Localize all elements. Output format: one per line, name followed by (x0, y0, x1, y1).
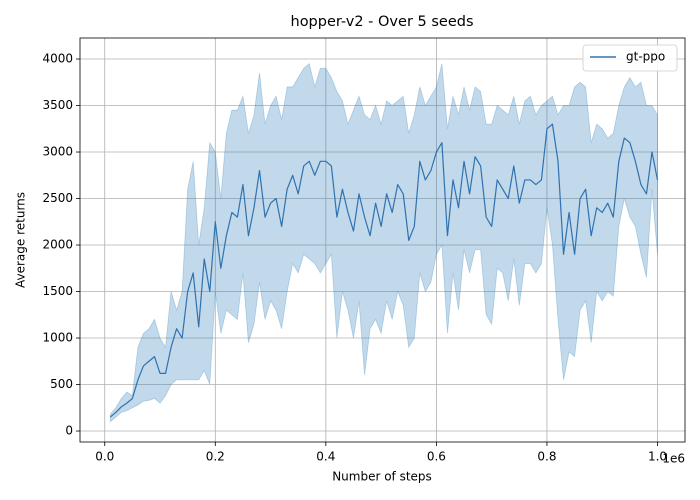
x-tick-label: 1.0 (648, 450, 667, 464)
x-tick-label: 0.4 (316, 450, 335, 464)
legend-box (582, 44, 678, 72)
x-tick-label: 0.0 (95, 450, 114, 464)
mean-line (109, 123, 659, 418)
y-tick-label: 1500 (42, 284, 73, 298)
y-tick-label: 500 (50, 377, 73, 391)
x-tick-label: 0.6 (427, 450, 446, 464)
y-tick-label: 3500 (42, 98, 73, 112)
y-tick-label: 2500 (42, 191, 73, 205)
x-tick-label: 0.2 (206, 450, 225, 464)
y-tick-label: 3000 (42, 145, 73, 159)
legend-label: gt-ppo (626, 50, 665, 64)
x-axis-label: Number of steps (332, 470, 432, 484)
y-tick-label: 4000 (42, 52, 73, 66)
plot-frame (79, 37, 686, 443)
y-axis-label: Average returns (14, 192, 28, 288)
confidence-band (109, 62, 658, 423)
y-tick-label: 2000 (42, 238, 73, 252)
chart-title: hopper-v2 - Over 5 seeds (291, 14, 474, 30)
y-tick-label: 1000 (42, 331, 73, 345)
x-tick-label: 0.8 (537, 450, 556, 464)
x-offset-label: 1e6 (662, 452, 685, 466)
y-tick-label: 0 (65, 424, 73, 438)
